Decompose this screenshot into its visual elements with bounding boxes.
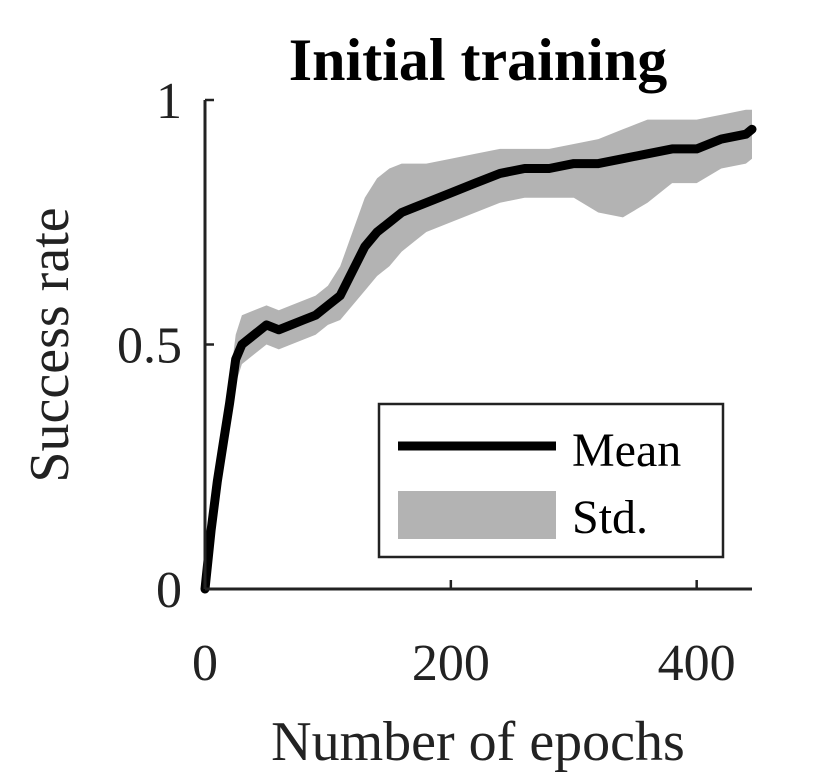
- legend: Mean Std.: [377, 402, 725, 559]
- y-tick-label: 1: [156, 73, 182, 130]
- x-tick-label: 400: [658, 635, 736, 692]
- x-tick-label: 0: [192, 635, 218, 692]
- x-tick-label: 200: [412, 635, 490, 692]
- y-axis-label: Success rate: [19, 207, 81, 482]
- y-tick-label: 0.5: [117, 318, 182, 375]
- x-axis-label: Number of epochs: [271, 711, 685, 772]
- chart-title: Initial training: [289, 27, 667, 93]
- legend-std-label: Std.: [572, 491, 648, 544]
- legend-mean-label: Mean: [572, 424, 681, 477]
- axes: 0 200 400 00.51: [117, 73, 752, 692]
- y-ticks: 00.51: [117, 73, 214, 619]
- legend-std-swatch: [398, 491, 556, 539]
- std-band: [205, 109, 752, 590]
- x-ticks: 0 200 400: [192, 580, 736, 692]
- plot-area: [200, 109, 757, 594]
- mean-line: [200, 124, 757, 594]
- y-tick-label: 0: [156, 562, 182, 619]
